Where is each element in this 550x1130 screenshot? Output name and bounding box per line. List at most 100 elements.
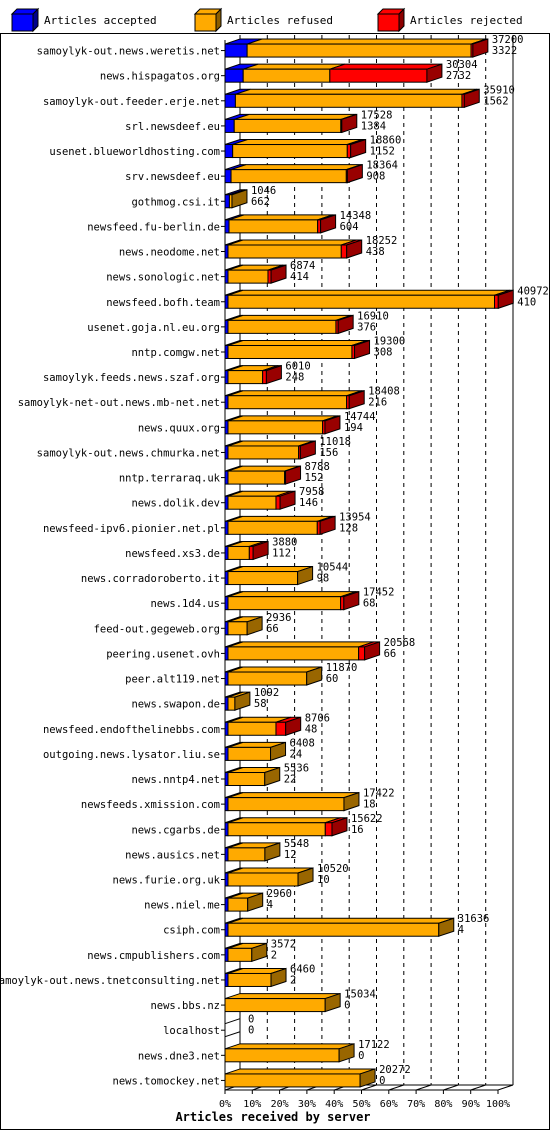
total-value-label: 14744 bbox=[344, 411, 376, 423]
bar-refused-side bbox=[231, 189, 248, 209]
bar-row bbox=[224, 264, 287, 284]
bar-row bbox=[224, 390, 365, 410]
category-label: news.neodome.net bbox=[119, 247, 220, 259]
bar-refused bbox=[227, 922, 440, 937]
bar-refused bbox=[227, 571, 299, 586]
total-value-label: 1046 bbox=[251, 185, 276, 197]
accepted-value-label: 22 bbox=[284, 774, 297, 786]
x-axis-title: Articles received by server bbox=[175, 1110, 370, 1124]
total-value-label: 20568 bbox=[384, 637, 416, 649]
total-value-label: 1092 bbox=[254, 687, 279, 699]
category-label: newsfeed.fu-berlin.de bbox=[87, 221, 220, 233]
total-value-label: 7958 bbox=[299, 486, 324, 498]
category-label: peering.usenet.ovh bbox=[106, 648, 220, 660]
accepted-value-label: 414 bbox=[290, 271, 309, 283]
bar-refused-side bbox=[359, 1068, 376, 1088]
category-label: news.dne3.net bbox=[138, 1050, 220, 1062]
bars bbox=[224, 38, 514, 1088]
bar-refused-top bbox=[227, 641, 374, 648]
category-label: news.niel.me bbox=[144, 900, 220, 912]
x-tick-label: 60% bbox=[380, 1099, 398, 1110]
bar-refused bbox=[242, 68, 331, 83]
accepted-value-label: 128 bbox=[339, 522, 358, 534]
bar-refused bbox=[227, 822, 326, 837]
bar-refused bbox=[227, 947, 253, 962]
floor-gridline bbox=[388, 1084, 404, 1091]
bar-rejected bbox=[275, 721, 287, 736]
bar-refused bbox=[228, 219, 319, 234]
total-value-label: 13954 bbox=[339, 511, 371, 523]
bar-refused bbox=[227, 671, 308, 686]
bar-refused bbox=[227, 872, 299, 887]
bar-refused bbox=[227, 395, 348, 410]
bar-row bbox=[224, 63, 443, 83]
accepted-value-label: 216 bbox=[368, 397, 387, 409]
bar-row bbox=[224, 289, 514, 309]
bar-refused bbox=[246, 43, 472, 58]
category-label: news.quux.org bbox=[138, 422, 220, 434]
accepted-value-label: 604 bbox=[340, 221, 359, 233]
bar-row bbox=[224, 540, 269, 561]
bar-refused-top bbox=[227, 817, 341, 824]
bar-refused bbox=[227, 294, 496, 309]
x-tick-label: 100% bbox=[486, 1099, 510, 1110]
bar-rejected-side bbox=[265, 364, 282, 385]
bar-refused-top bbox=[227, 515, 333, 522]
accepted-value-label: 10 bbox=[317, 874, 330, 886]
category-label: outgoing.news.lysator.liu.se bbox=[43, 749, 220, 761]
bar-refused-top bbox=[227, 591, 356, 598]
legend-swatch bbox=[194, 13, 217, 32]
accepted-value-label: 410 bbox=[517, 296, 536, 308]
bar-row bbox=[224, 817, 348, 837]
accepted-value-label: 66 bbox=[384, 648, 397, 660]
bar-refused-side bbox=[338, 1043, 355, 1063]
bar-accepted bbox=[224, 219, 230, 234]
bar-rejected bbox=[358, 646, 366, 661]
total-value-label: 40972 bbox=[517, 285, 549, 297]
bar-refused-top bbox=[246, 38, 487, 45]
accepted-value-label: 438 bbox=[366, 246, 385, 258]
bar-row bbox=[224, 163, 363, 184]
x-axis: 0% 10% 20% 30% 40% 50% 60% 70% 80% 90% 100% bbox=[219, 1090, 510, 1110]
bar-rejected-side bbox=[354, 339, 371, 360]
bar-row bbox=[224, 691, 251, 711]
category-label: newsfeed-ipv6.pionier.net.pl bbox=[43, 523, 220, 535]
total-value-label: 31636 bbox=[458, 913, 490, 925]
accepted-value-label: 248 bbox=[285, 372, 304, 384]
bar-rejected-side bbox=[319, 515, 336, 536]
total-value-label: 17122 bbox=[358, 1039, 390, 1051]
bar-row bbox=[224, 364, 282, 385]
bar-rejected-side bbox=[270, 264, 287, 284]
bar-row bbox=[224, 1018, 241, 1038]
total-value-label: 20272 bbox=[379, 1064, 411, 1076]
value-labels: 3720033223030427323591015621752813841886… bbox=[248, 34, 549, 1087]
category-label: news.swapon.de bbox=[131, 699, 220, 711]
bar-refused-top bbox=[234, 113, 356, 120]
bar-row bbox=[224, 992, 341, 1013]
total-value-label: 18364 bbox=[366, 160, 398, 172]
bar-refused-side bbox=[297, 565, 314, 586]
bar-refused bbox=[224, 1048, 340, 1063]
floor-gridline bbox=[415, 1084, 432, 1091]
bar-rejected-side bbox=[299, 440, 316, 460]
bar-refused-top bbox=[227, 917, 454, 924]
category-label: news.nntp4.net bbox=[131, 774, 220, 786]
category-label: samoylyk.feeds.news.szaf.org bbox=[43, 372, 220, 384]
accepted-value-label: 376 bbox=[357, 321, 376, 333]
accepted-value-label: 4 bbox=[267, 899, 273, 911]
bar-row bbox=[224, 465, 302, 485]
total-value-label: 18252 bbox=[366, 235, 398, 247]
category-label: samoylyk-out.feeder.erje.net bbox=[43, 96, 220, 108]
legend-item: Articles accepted bbox=[10, 7, 157, 33]
bar-rejected-side bbox=[337, 314, 354, 335]
bar-rejected-side bbox=[364, 641, 381, 661]
bar-row bbox=[224, 716, 302, 736]
bar-row bbox=[224, 113, 358, 134]
bar-refused-top bbox=[227, 415, 338, 422]
accepted-value-label: 0 bbox=[358, 1050, 364, 1062]
bar-refused-side bbox=[324, 992, 341, 1013]
total-value-label: 14348 bbox=[340, 210, 372, 222]
accepted-value-label: 3322 bbox=[492, 45, 517, 57]
bar-accepted bbox=[224, 194, 230, 209]
